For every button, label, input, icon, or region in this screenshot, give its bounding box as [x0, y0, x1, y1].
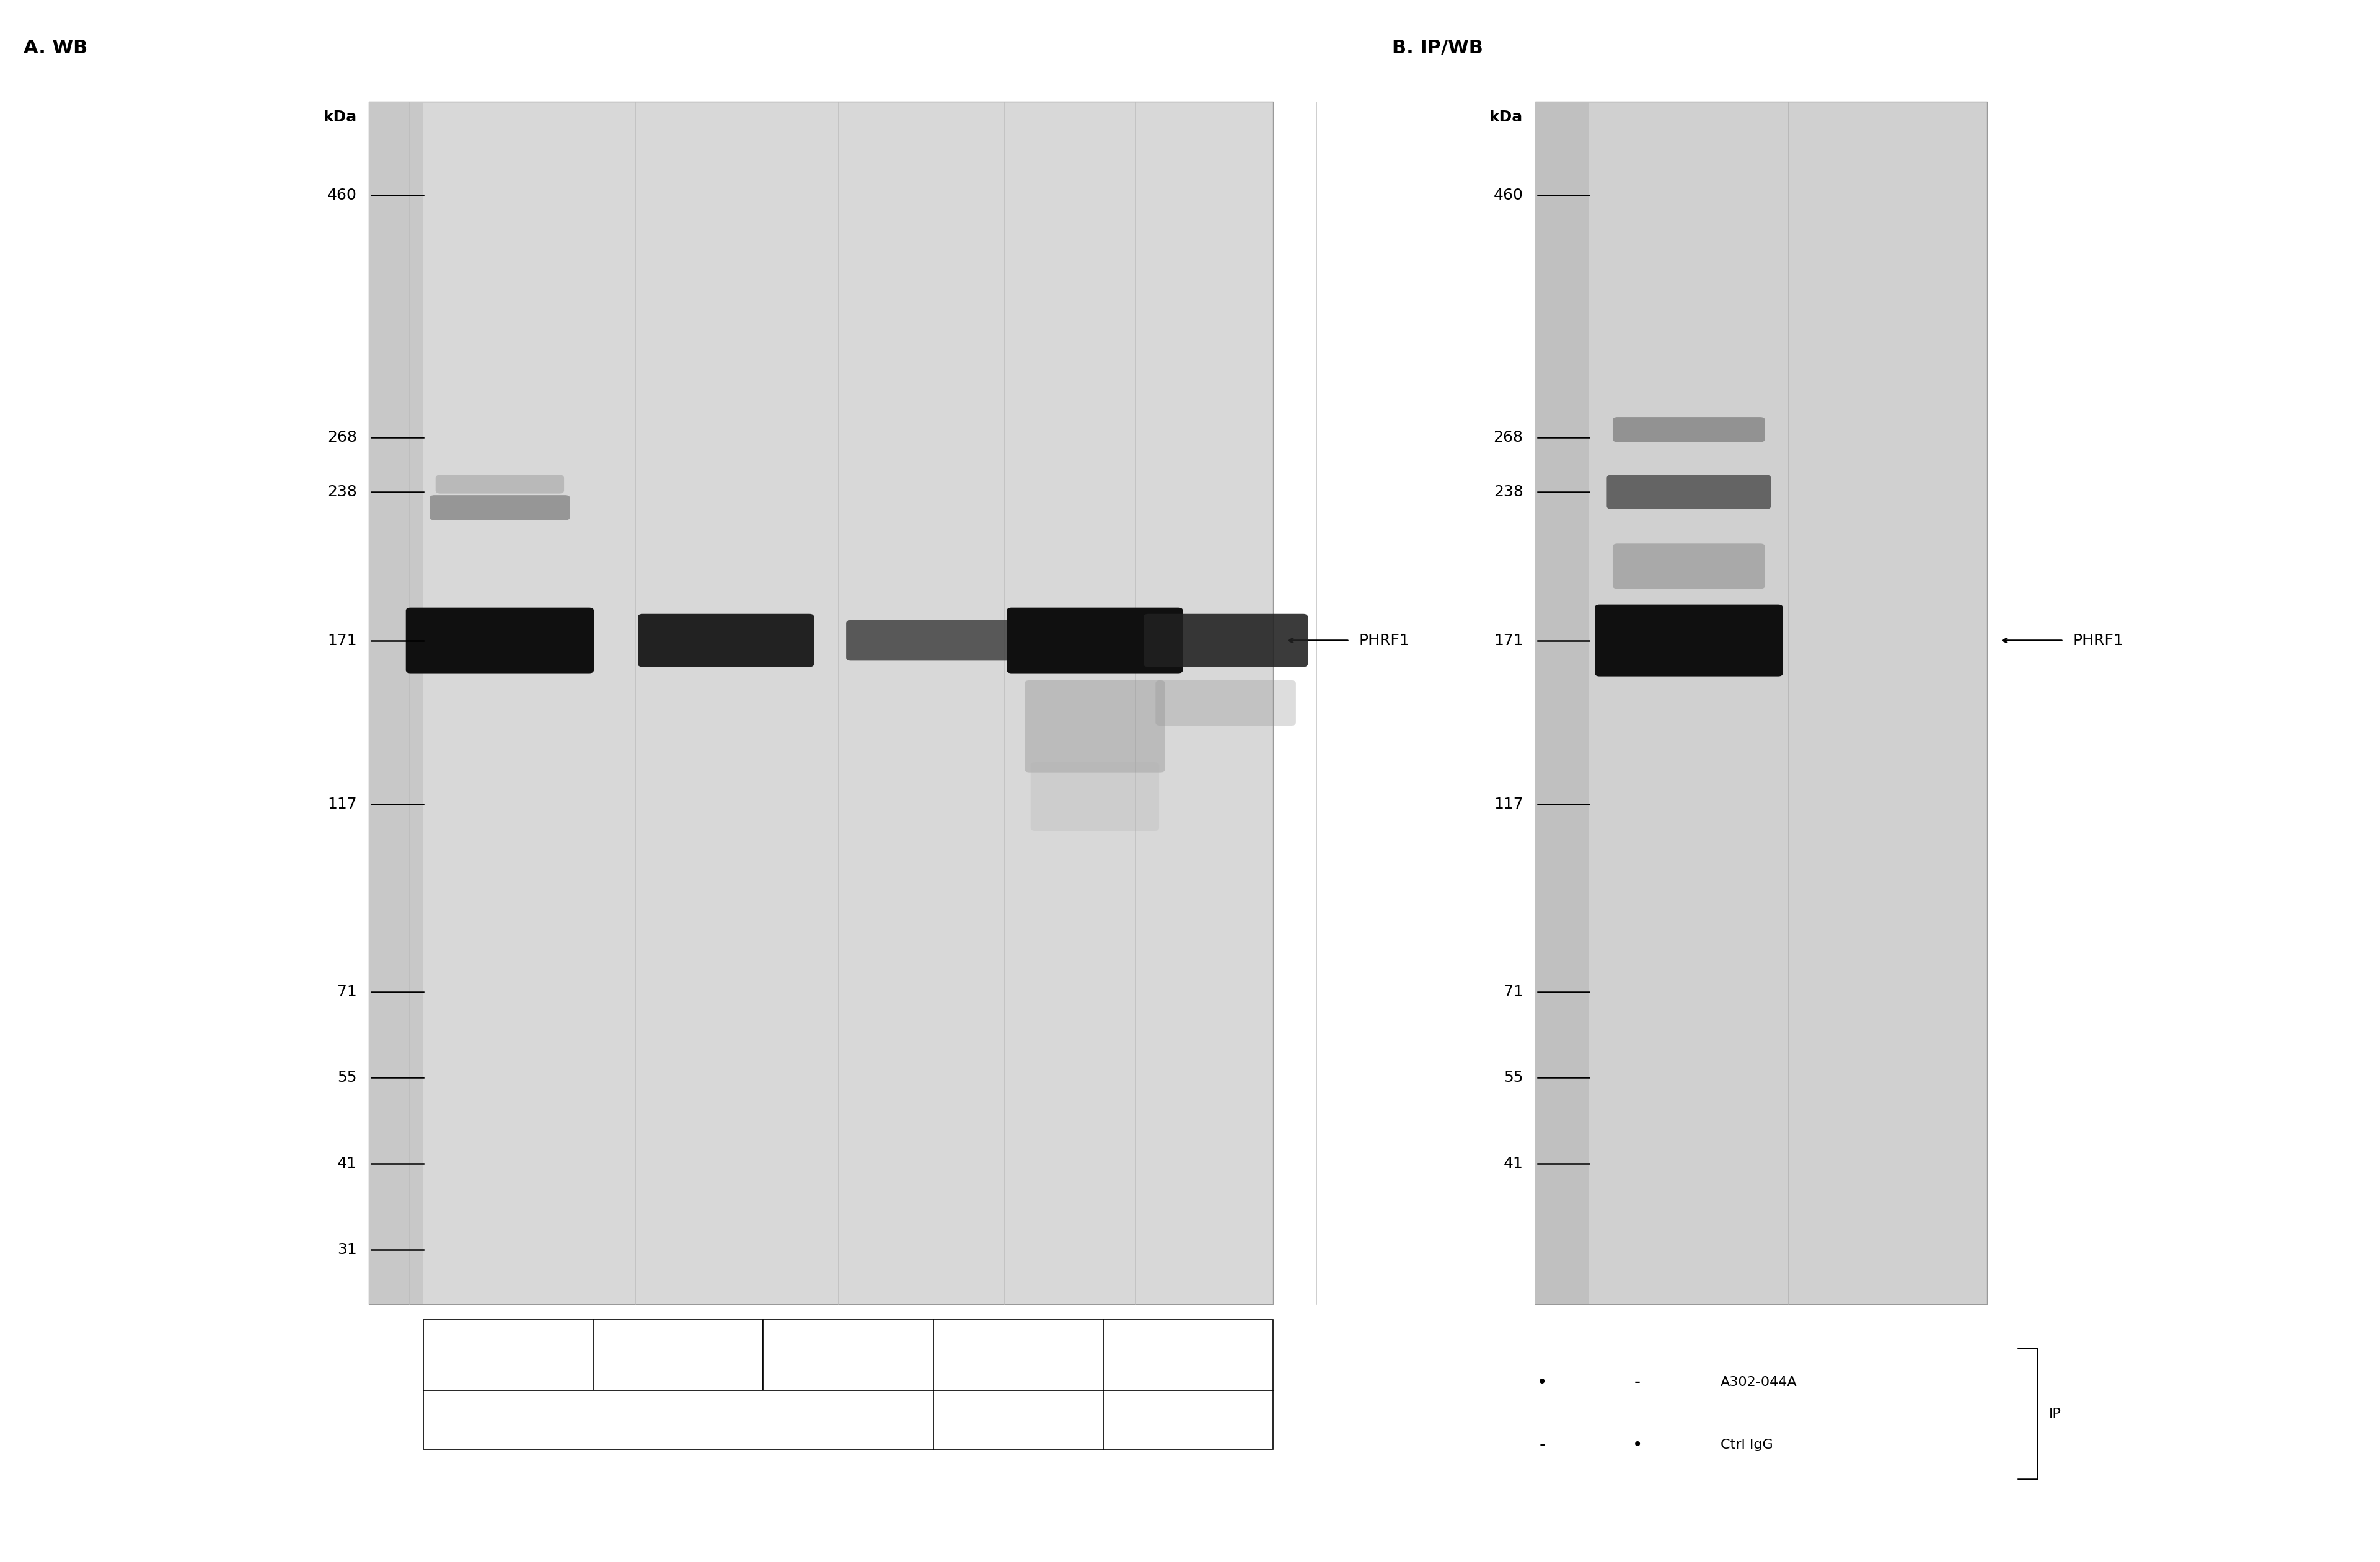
Text: 55: 55 [1504, 1070, 1523, 1086]
FancyBboxPatch shape [933, 1320, 1104, 1390]
Text: kDa: kDa [1490, 109, 1523, 125]
FancyBboxPatch shape [593, 1320, 764, 1390]
FancyBboxPatch shape [424, 1320, 593, 1390]
FancyBboxPatch shape [1535, 102, 1987, 1304]
FancyBboxPatch shape [1023, 681, 1166, 773]
FancyBboxPatch shape [1104, 1390, 1273, 1450]
FancyBboxPatch shape [1614, 417, 1766, 442]
Text: •: • [1633, 1435, 1642, 1454]
Text: 268: 268 [1495, 430, 1523, 445]
Text: -: - [1635, 1373, 1640, 1392]
FancyBboxPatch shape [369, 102, 1273, 1304]
Text: M: M [1180, 1412, 1195, 1428]
Text: PHRF1: PHRF1 [1359, 633, 1409, 648]
FancyBboxPatch shape [1145, 614, 1309, 667]
Text: 41: 41 [1504, 1156, 1523, 1172]
Text: 71: 71 [338, 984, 357, 1000]
Text: kDa: kDa [324, 109, 357, 125]
FancyBboxPatch shape [638, 614, 814, 667]
FancyBboxPatch shape [405, 608, 595, 673]
FancyBboxPatch shape [1007, 608, 1183, 673]
Text: A. WB: A. WB [24, 39, 88, 58]
FancyBboxPatch shape [1157, 681, 1295, 725]
FancyBboxPatch shape [1606, 475, 1771, 509]
FancyBboxPatch shape [428, 495, 571, 520]
Text: B. IP/WB: B. IP/WB [1392, 39, 1483, 58]
Text: 171: 171 [328, 633, 357, 648]
Text: 117: 117 [328, 797, 357, 812]
Text: T: T [1014, 1412, 1023, 1428]
FancyBboxPatch shape [1104, 1320, 1273, 1390]
Text: 15: 15 [669, 1348, 688, 1362]
FancyBboxPatch shape [933, 1390, 1104, 1450]
Text: 238: 238 [328, 484, 357, 500]
Text: Ctrl IgG: Ctrl IgG [1721, 1439, 1773, 1451]
FancyBboxPatch shape [1614, 544, 1766, 589]
Text: 268: 268 [328, 430, 357, 445]
Text: 460: 460 [1495, 187, 1523, 203]
Text: 50: 50 [497, 1348, 519, 1362]
Text: IP: IP [2049, 1407, 2061, 1420]
Text: 71: 71 [1504, 984, 1523, 1000]
Text: 238: 238 [1495, 484, 1523, 500]
Text: HeLa: HeLa [659, 1412, 697, 1428]
Text: -: - [1540, 1435, 1545, 1454]
Text: 55: 55 [338, 1070, 357, 1086]
FancyBboxPatch shape [424, 1390, 933, 1450]
Text: 50: 50 [1009, 1348, 1028, 1362]
Text: 171: 171 [1495, 633, 1523, 648]
FancyBboxPatch shape [1535, 102, 1590, 1304]
Text: 117: 117 [1495, 797, 1523, 812]
FancyBboxPatch shape [1595, 604, 1783, 676]
Text: PHRF1: PHRF1 [2073, 633, 2123, 648]
Text: •: • [1537, 1373, 1547, 1392]
Text: 41: 41 [338, 1156, 357, 1172]
Text: 460: 460 [328, 187, 357, 203]
Text: 50: 50 [1178, 1348, 1197, 1362]
Text: 5: 5 [843, 1348, 852, 1362]
FancyBboxPatch shape [764, 1320, 933, 1390]
FancyBboxPatch shape [847, 620, 1011, 661]
Text: 31: 31 [338, 1242, 357, 1257]
FancyBboxPatch shape [436, 475, 564, 494]
FancyBboxPatch shape [369, 102, 424, 1304]
Text: A302-044A: A302-044A [1721, 1376, 1797, 1389]
FancyBboxPatch shape [1031, 762, 1159, 831]
